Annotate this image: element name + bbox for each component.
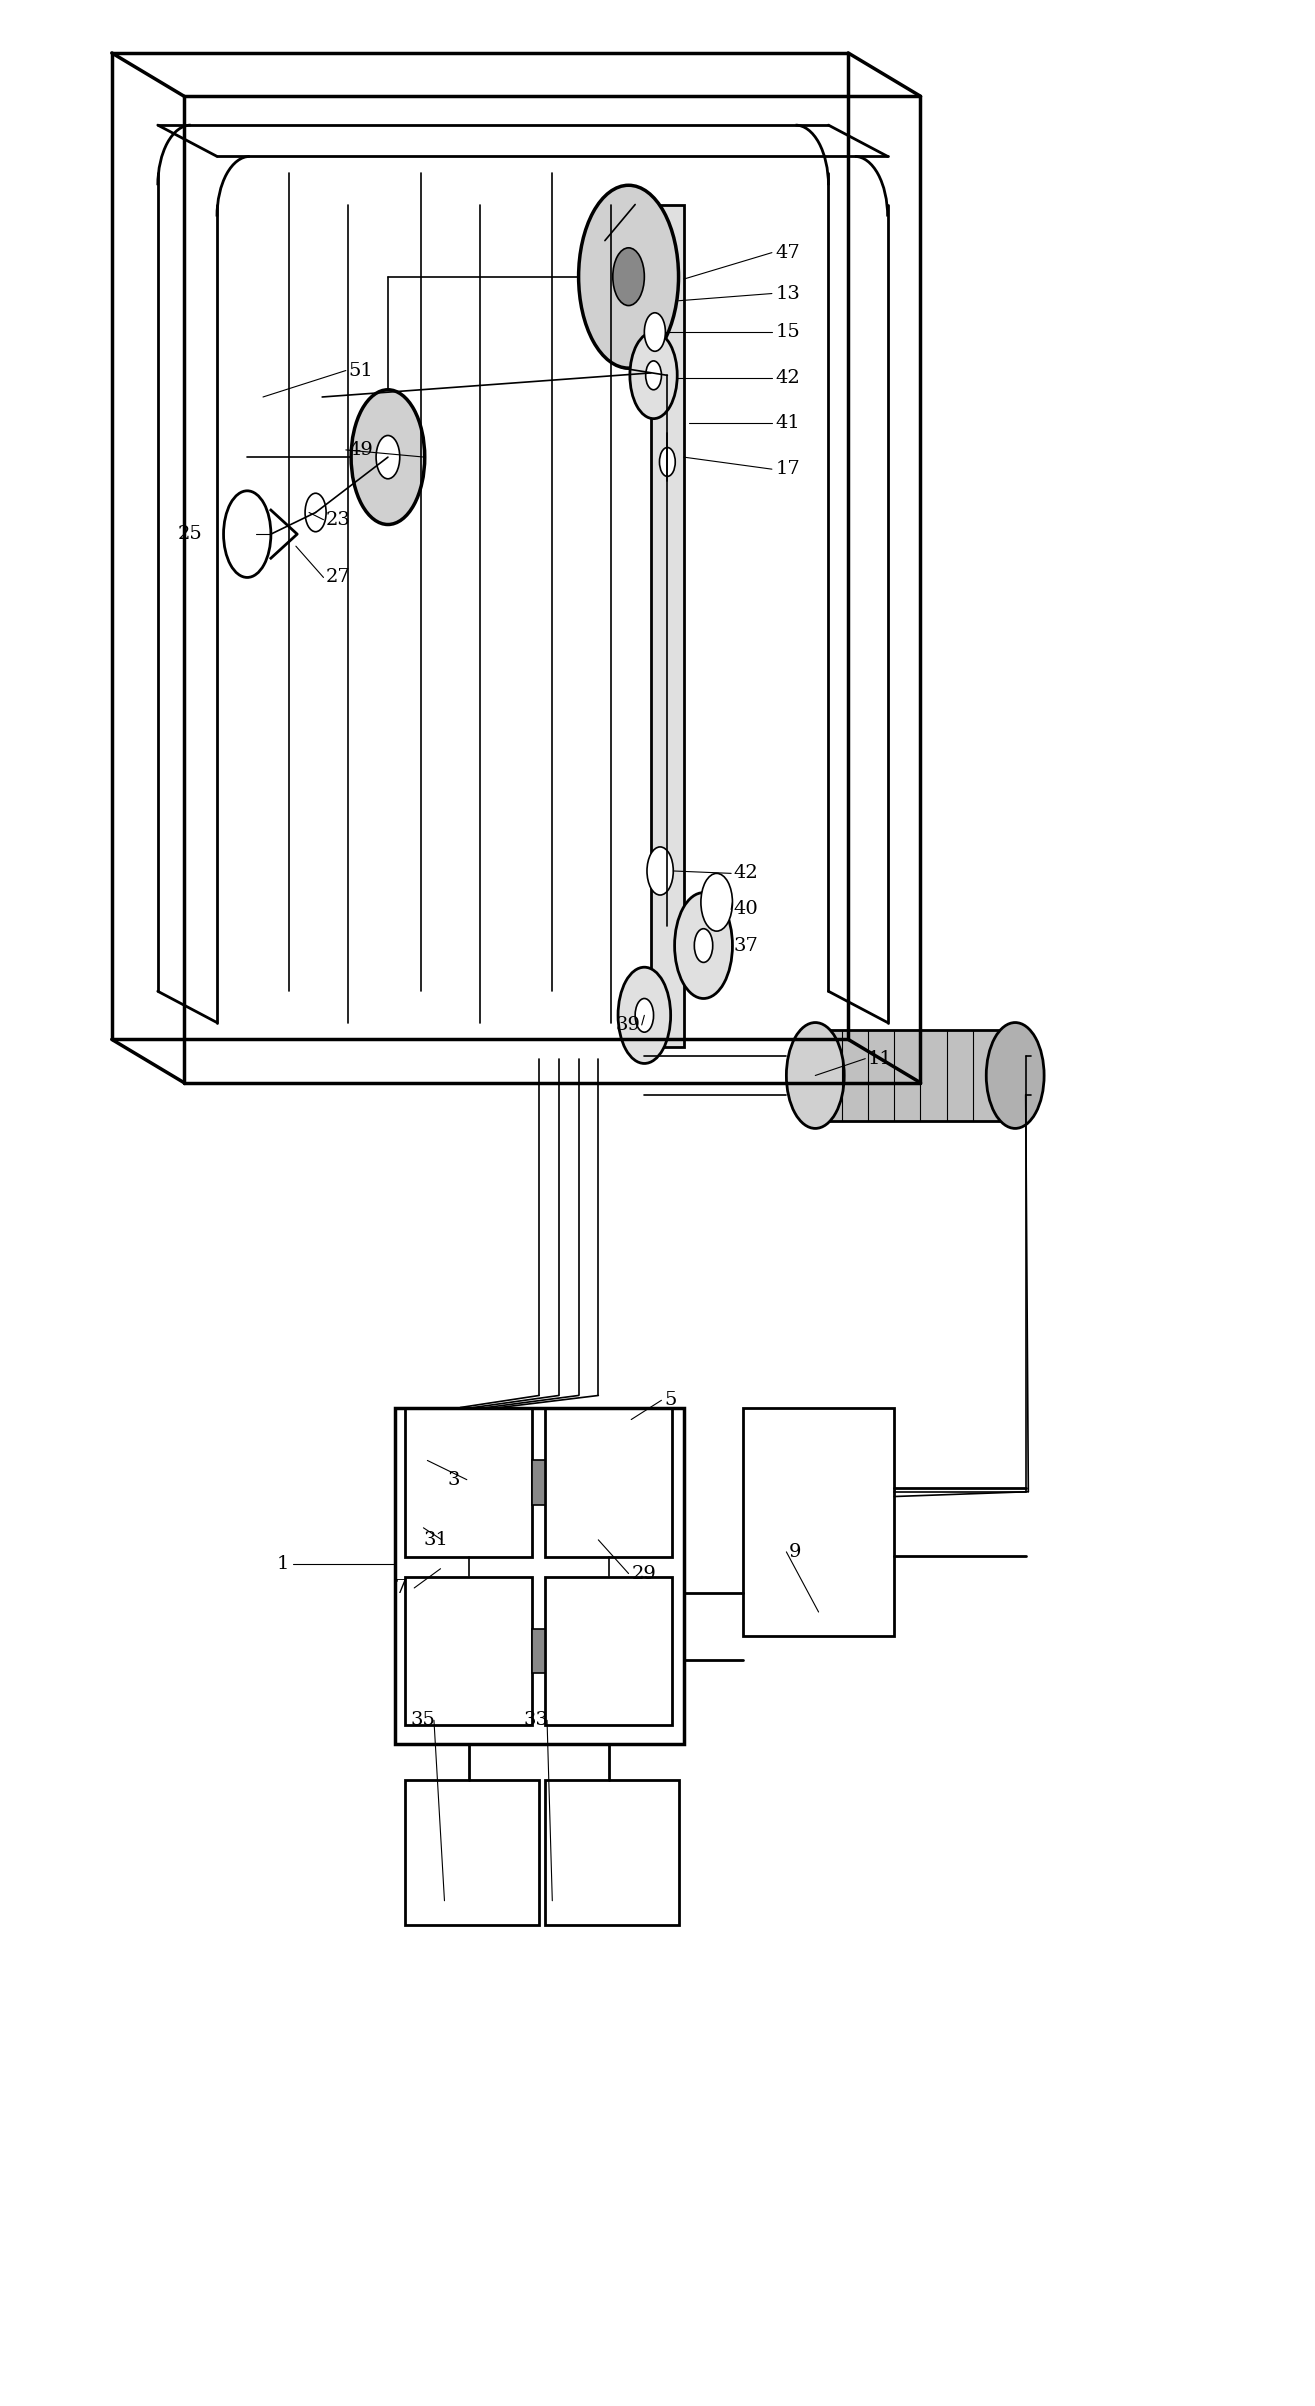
Text: 42: 42 bbox=[776, 368, 801, 387]
Circle shape bbox=[701, 873, 732, 931]
Circle shape bbox=[613, 248, 644, 306]
Text: 17: 17 bbox=[776, 460, 801, 479]
Text: 40: 40 bbox=[734, 900, 759, 919]
Circle shape bbox=[694, 929, 713, 962]
Bar bbox=[405, 1408, 533, 1557]
Bar bbox=[405, 1780, 539, 1925]
Text: 23: 23 bbox=[326, 510, 351, 529]
Text: 49: 49 bbox=[348, 440, 373, 460]
Text: 11: 11 bbox=[868, 1049, 893, 1068]
Circle shape bbox=[376, 435, 400, 479]
Text: 29: 29 bbox=[631, 1564, 656, 1583]
Circle shape bbox=[659, 448, 676, 476]
Text: 42: 42 bbox=[734, 864, 759, 883]
Text: 13: 13 bbox=[776, 284, 801, 303]
Text: 27: 27 bbox=[326, 568, 351, 587]
Text: 39: 39 bbox=[615, 1015, 640, 1035]
Bar bbox=[544, 1780, 679, 1925]
Circle shape bbox=[675, 893, 732, 998]
Bar bbox=[651, 205, 684, 1047]
Text: 25: 25 bbox=[178, 525, 203, 544]
Bar bbox=[815, 1030, 999, 1121]
Text: 51: 51 bbox=[348, 361, 373, 380]
Bar bbox=[533, 1460, 544, 1504]
Text: 5: 5 bbox=[664, 1391, 676, 1410]
Bar bbox=[405, 1576, 533, 1725]
Text: 47: 47 bbox=[776, 243, 801, 262]
Bar bbox=[394, 1408, 684, 1744]
Circle shape bbox=[646, 361, 661, 390]
Circle shape bbox=[786, 1023, 844, 1128]
Circle shape bbox=[305, 493, 326, 532]
Bar bbox=[743, 1408, 894, 1636]
Circle shape bbox=[630, 332, 677, 419]
Circle shape bbox=[986, 1023, 1044, 1128]
Text: 41: 41 bbox=[776, 414, 801, 433]
Bar bbox=[544, 1576, 672, 1725]
Text: 7: 7 bbox=[394, 1578, 406, 1598]
Text: 9: 9 bbox=[789, 1542, 802, 1561]
Text: 31: 31 bbox=[423, 1530, 448, 1549]
Circle shape bbox=[224, 491, 271, 577]
Text: 15: 15 bbox=[776, 322, 801, 342]
Bar bbox=[533, 1629, 544, 1672]
Circle shape bbox=[647, 847, 673, 895]
Circle shape bbox=[644, 313, 665, 351]
Circle shape bbox=[635, 998, 654, 1032]
Text: 1: 1 bbox=[276, 1554, 288, 1574]
Bar bbox=[544, 1408, 672, 1557]
Text: 35: 35 bbox=[410, 1711, 435, 1730]
Circle shape bbox=[618, 967, 671, 1063]
Text: 33: 33 bbox=[523, 1711, 548, 1730]
Circle shape bbox=[351, 390, 425, 525]
Text: 37: 37 bbox=[734, 936, 759, 955]
Text: 3: 3 bbox=[447, 1470, 460, 1489]
Circle shape bbox=[579, 185, 679, 368]
